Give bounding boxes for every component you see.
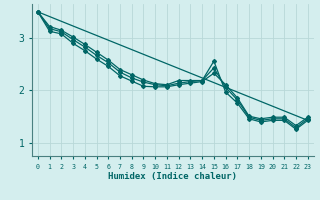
X-axis label: Humidex (Indice chaleur): Humidex (Indice chaleur) xyxy=(108,172,237,181)
